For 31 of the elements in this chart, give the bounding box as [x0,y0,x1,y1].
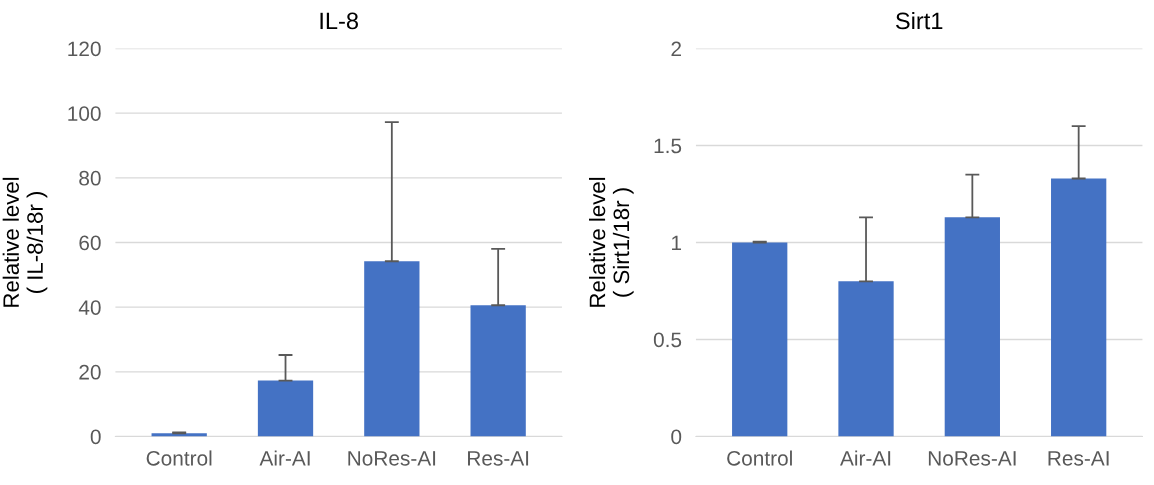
x-tick-label: NoRes-AI [348,451,436,466]
y-tick-label: 20 [79,364,101,380]
y-tick-label: 1.5 [654,138,682,154]
y-tick-label: 0 [90,429,101,445]
x-tick-label: Air-AI [259,450,310,466]
bar [838,281,894,437]
y-tick-label: 0 [671,429,682,445]
y-tick-label: 1 [672,235,682,251]
bar [470,305,526,437]
y-tick-label: 80 [79,170,101,186]
y-tick-label: 0.5 [653,332,682,348]
bar [732,242,788,437]
bar [257,380,314,437]
y-tick-label: 2 [671,41,681,57]
chart-title: IL-8 [320,12,358,30]
y-tick-label: 100 [68,106,101,121]
x-tick-label: Res-AI [1048,451,1109,466]
y-axis-title: Relative level ( Sirt1/18r ) [588,177,634,307]
y-tick-label: 60 [79,235,101,251]
y-tick-label: 40 [78,300,101,315]
bar [944,217,1000,437]
x-tick-label: Air-AI [840,450,891,466]
bar [364,261,420,437]
y-axis-title: Relative level ( IL-8/18r ) [2,177,48,307]
x-tick-label: Control [146,450,212,466]
x-tick-label: Res-AI [468,451,529,466]
y-tick-label: 120 [68,41,101,57]
x-tick-label: NoRes-AI [928,451,1016,466]
chart-title: Sirt1 [895,11,943,30]
bar [1051,178,1107,437]
x-tick-label: Control [727,450,792,466]
